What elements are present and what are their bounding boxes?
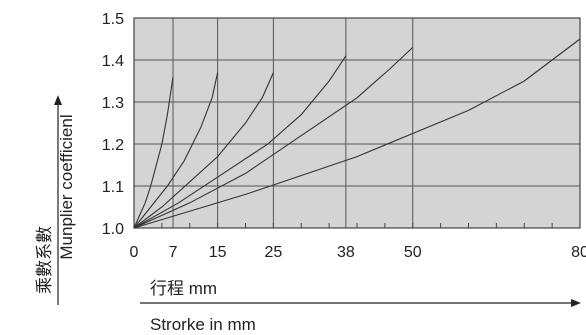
y-tick-label: 1.5 <box>102 11 124 28</box>
series-line-4 <box>133 55 347 229</box>
x-tick-labels: 0 7 15 25 38 50 80 <box>130 244 586 261</box>
x-axis-title-en: Strorke in mm <box>150 315 256 334</box>
x-tick-label: 50 <box>404 244 422 261</box>
x-tick-label: 38 <box>337 244 355 261</box>
x-tick-label: 80 <box>571 244 586 261</box>
y-axis-title-cn: 乘數系數 <box>35 226 54 294</box>
series-line-2 <box>133 72 219 229</box>
series-line-5 <box>133 46 414 229</box>
grid <box>133 17 581 229</box>
series-line-3 <box>133 72 274 229</box>
y-axis-title-en: Munplier coefficienl <box>57 114 76 259</box>
x-tick-label: 25 <box>264 244 282 261</box>
x-axis-title-cn: 行程 mm <box>150 279 217 298</box>
x-axis-arrowhead <box>571 299 581 307</box>
series-group <box>133 38 581 229</box>
y-tick-labels: 1.0 1.1 1.2 1.3 1.4 1.5 <box>102 11 124 238</box>
y-tick-label: 1.4 <box>102 53 124 70</box>
y-axis-arrowhead <box>54 95 62 105</box>
series-line-1 <box>133 76 174 229</box>
axes <box>133 17 581 229</box>
x-tick-label: 15 <box>209 244 227 261</box>
y-tick-label: 1.0 <box>102 221 124 238</box>
series-line-6 <box>133 38 581 229</box>
x-tick-label: 7 <box>169 244 178 261</box>
y-tick-label: 1.3 <box>102 95 124 112</box>
x-tick-label: 0 <box>130 244 139 261</box>
y-tick-label: 1.1 <box>102 179 124 196</box>
y-tick-label: 1.2 <box>102 137 124 154</box>
